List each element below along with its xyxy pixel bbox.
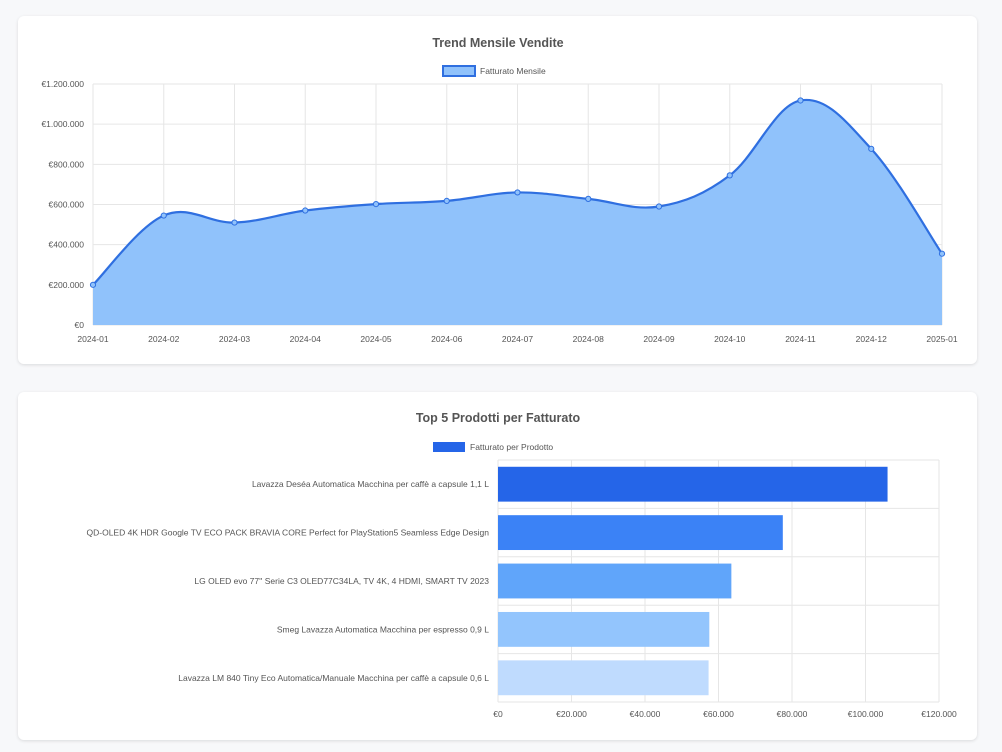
bar-category-label: Smeg Lavazza Automatica Macchina per esp… xyxy=(277,624,489,634)
line-legend-swatch xyxy=(442,65,476,77)
bar-x-tick-label: €20.000 xyxy=(556,709,587,719)
line-data-point[interactable] xyxy=(231,219,238,226)
line-x-tick-label: 2024-07 xyxy=(502,334,533,344)
line-data-point[interactable] xyxy=(585,195,592,202)
line-data-point[interactable] xyxy=(514,189,521,196)
bar-chart-bars[interactable] xyxy=(498,466,888,696)
line-x-tick-label: 2024-11 xyxy=(785,334,816,344)
line-y-tick-label: €1.200.000 xyxy=(41,79,84,89)
line-x-tick-label: 2024-02 xyxy=(148,334,179,344)
line-data-point[interactable] xyxy=(868,145,875,152)
line-y-tick-label: €1.000.000 xyxy=(41,119,84,129)
line-x-tick-label: 2024-03 xyxy=(219,334,250,344)
line-legend-label: Fatturato Mensile xyxy=(480,66,546,76)
line-data-point[interactable] xyxy=(302,207,309,214)
line-x-tick-label: 2024-06 xyxy=(431,334,462,344)
line-chart-points[interactable] xyxy=(89,97,946,288)
line-y-tick-label: €200.000 xyxy=(49,280,85,290)
line-data-point[interactable] xyxy=(938,250,946,257)
bar-x-tick-label: €0 xyxy=(493,709,503,719)
bar-rect[interactable] xyxy=(498,466,888,502)
bar-x-tick-label: €120.000 xyxy=(921,709,957,719)
line-data-point[interactable] xyxy=(160,212,167,219)
line-x-tick-label: 2024-10 xyxy=(714,334,745,344)
bar-legend-swatch xyxy=(433,442,465,452)
line-data-point[interactable] xyxy=(726,172,733,179)
line-x-tick-label: 2024-08 xyxy=(573,334,604,344)
line-chart-area xyxy=(93,99,942,325)
bar-rect[interactable] xyxy=(498,660,709,696)
line-y-tick-label: €600.000 xyxy=(49,200,85,210)
bar-rect[interactable] xyxy=(498,611,710,647)
bar-rect[interactable] xyxy=(498,563,732,599)
line-y-tick-label: €0 xyxy=(75,320,85,330)
bar-x-tick-label: €80.000 xyxy=(777,709,808,719)
line-data-point[interactable] xyxy=(443,197,450,204)
bar-legend-label: Fatturato per Prodotto xyxy=(470,442,553,452)
line-x-tick-label: 2024-12 xyxy=(856,334,887,344)
line-chart-x-ticks: 2024-01 2024-02 2024-03 2024-04 2024-05 2024-… xyxy=(77,334,957,344)
bar-category-label: LG OLED evo 77'' Serie C3 OLED77C34LA, T… xyxy=(194,576,489,586)
bar-category-label: Lavazza LM 840 Tiny Eco Automatica/Manua… xyxy=(178,673,489,683)
line-x-tick-label: 2024-01 xyxy=(77,334,108,344)
bar-chart-x-ticks: €0 €20.000 €40.000 €60.000 €80.000 €100.000 €1… xyxy=(493,709,957,719)
bar-chart-title: Top 5 Prodotti per Fatturato xyxy=(416,411,581,425)
line-x-tick-label: 2024-05 xyxy=(360,334,391,344)
line-chart-y-ticks: €0 €200.000 €400.000 €600.000 €800.000 €1.000… xyxy=(41,79,84,330)
line-y-tick-label: €400.000 xyxy=(49,240,85,250)
bar-category-label: QD-OLED 4K HDR Google TV ECO PACK BRAVIA… xyxy=(87,528,490,538)
line-chart-legend[interactable]: Fatturato Mensile xyxy=(442,65,546,77)
line-chart-title: Trend Mensile Vendite xyxy=(432,36,563,50)
bar-rect[interactable] xyxy=(498,515,783,551)
bar-x-tick-label: €40.000 xyxy=(630,709,661,719)
bar-x-tick-label: €100.000 xyxy=(848,709,884,719)
line-x-tick-label: 2024-04 xyxy=(290,334,321,344)
bar-chart-legend[interactable]: Fatturato per Prodotto xyxy=(433,442,553,452)
line-y-tick-label: €800.000 xyxy=(49,159,85,169)
line-data-point[interactable] xyxy=(372,200,380,208)
line-data-point[interactable] xyxy=(797,97,804,104)
line-data-point[interactable] xyxy=(89,281,97,288)
line-x-tick-label: 2025-01 xyxy=(926,334,957,344)
line-data-point[interactable] xyxy=(655,203,663,210)
bar-x-tick-label: €60.000 xyxy=(703,709,734,719)
bar-category-label: Lavazza Deséa Automatica Macchina per ca… xyxy=(252,479,489,489)
bar-chart-category-labels: Lavazza Deséa Automatica Macchina per ca… xyxy=(87,479,490,683)
line-x-tick-label: 2024-09 xyxy=(643,334,674,344)
